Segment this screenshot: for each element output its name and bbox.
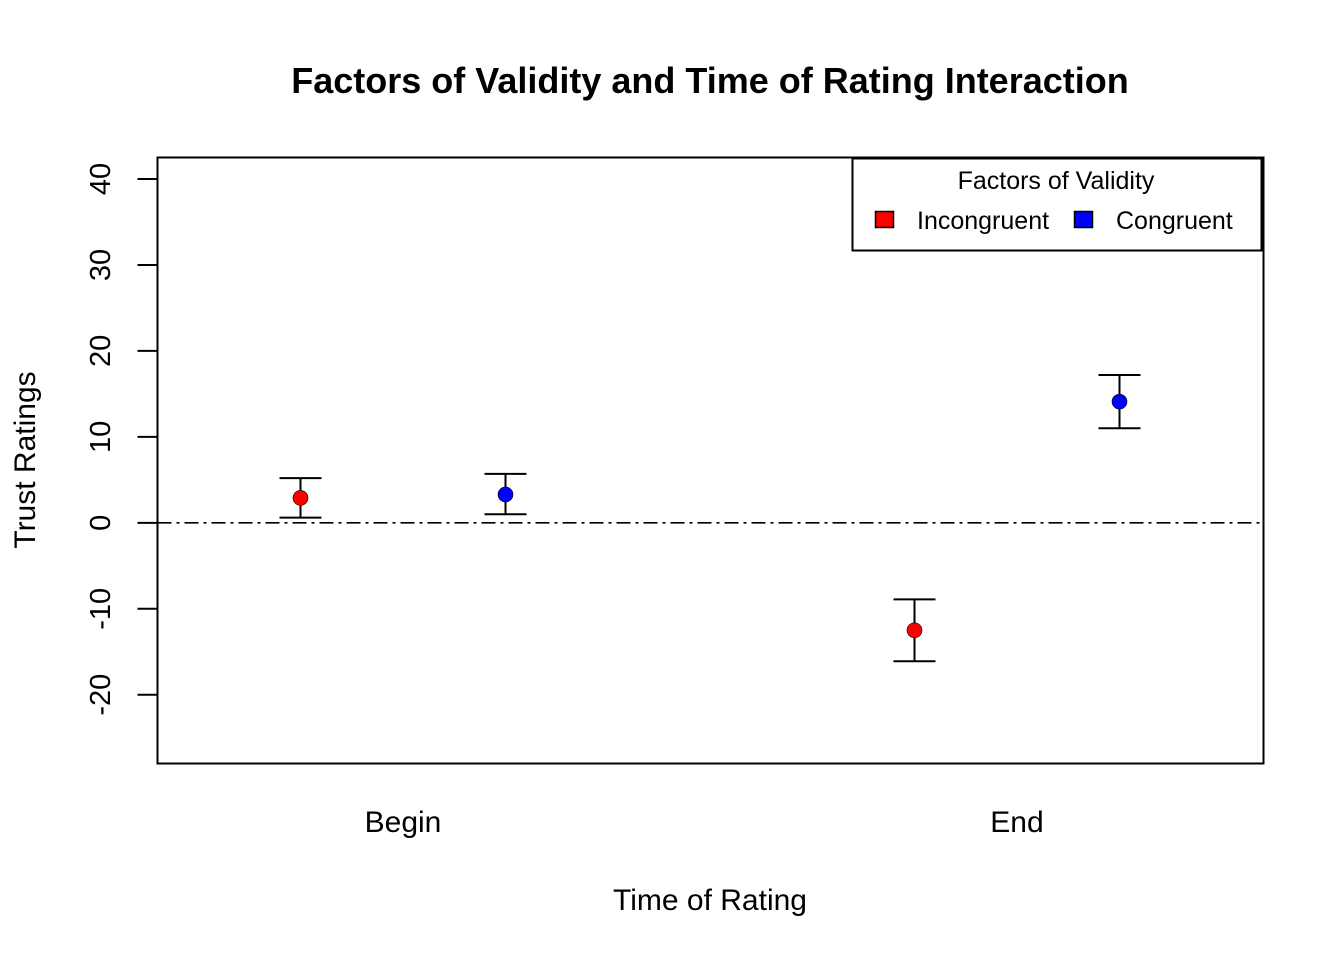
legend-box: [851, 157, 1263, 252]
point-incongruent-end: [906, 622, 923, 639]
legend: Factors of Validity Incongruent Congruen…: [851, 157, 1263, 252]
points-layer: [292, 393, 1128, 639]
y-tick-label-30: 30: [85, 249, 117, 281]
y-axis: -20 -10 0 10 20 30 40: [85, 163, 159, 716]
legend-label-incongruent: Incongruent: [917, 207, 1049, 235]
y-tick-label-40: 40: [85, 163, 117, 195]
y-tick-label-20: 20: [85, 335, 117, 367]
point-incongruent-begin: [292, 490, 309, 506]
category-labels-layer: Begin End: [365, 806, 1044, 839]
category-label-end: End: [990, 806, 1043, 839]
point-congruent-end: [1111, 393, 1128, 410]
y-tick-label-0: 0: [85, 515, 117, 531]
legend-swatch-incongruent: [874, 210, 895, 229]
x-axis-title: Time of Rating: [613, 884, 807, 917]
y-axis-title: Trust Ratings: [9, 371, 42, 548]
legend-title: Factors of Validity: [958, 167, 1155, 195]
y-tick-label-10: 10: [85, 421, 117, 453]
chart-title: Factors of Validity and Time of Rating I…: [291, 60, 1128, 101]
y-tick-label--20: -20: [85, 674, 117, 716]
point-congruent-begin: [497, 486, 514, 503]
legend-label-congruent: Congruent: [1116, 207, 1233, 235]
category-label-begin: Begin: [365, 806, 442, 839]
legend-swatch-congruent: [1073, 210, 1094, 229]
y-tick-label--10: -10: [85, 588, 117, 630]
